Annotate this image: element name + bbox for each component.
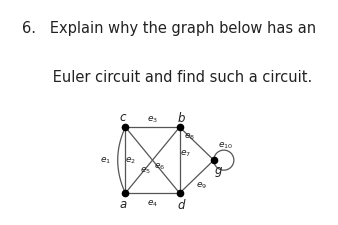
Text: $\mathit{a}$: $\mathit{a}$ bbox=[119, 197, 128, 210]
Text: $e_{3}$: $e_{3}$ bbox=[147, 114, 158, 125]
Text: $\mathit{b}$: $\mathit{b}$ bbox=[177, 110, 186, 124]
Text: $e_{5}$: $e_{5}$ bbox=[140, 165, 151, 175]
Text: $\mathit{d}$: $\mathit{d}$ bbox=[177, 197, 186, 211]
Text: $e_{1}$: $e_{1}$ bbox=[100, 155, 111, 166]
Text: $e_{6}$: $e_{6}$ bbox=[154, 161, 165, 171]
Text: $e_{2}$: $e_{2}$ bbox=[125, 155, 136, 166]
Text: $\mathit{c}$: $\mathit{c}$ bbox=[119, 110, 128, 124]
Text: 6.   Explain why the graph below has an: 6. Explain why the graph below has an bbox=[22, 21, 316, 36]
Text: Euler circuit and find such a circuit.: Euler circuit and find such a circuit. bbox=[25, 70, 313, 85]
Text: $e_{9}$: $e_{9}$ bbox=[196, 180, 207, 190]
Text: $e_{4}$: $e_{4}$ bbox=[147, 198, 158, 208]
Text: $e_{7}$: $e_{7}$ bbox=[180, 148, 191, 159]
Text: $e_{8}$: $e_{8}$ bbox=[184, 130, 195, 141]
Text: $\mathit{g}$: $\mathit{g}$ bbox=[214, 164, 223, 178]
Text: $e_{10}$: $e_{10}$ bbox=[218, 140, 233, 150]
